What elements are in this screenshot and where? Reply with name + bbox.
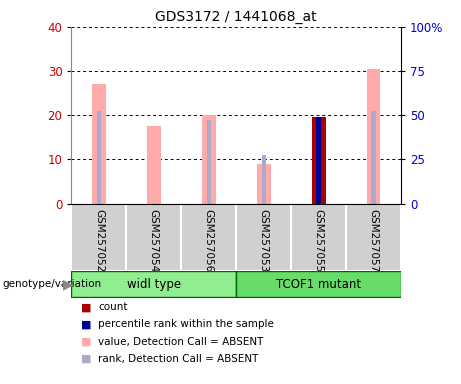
Text: percentile rank within the sample: percentile rank within the sample — [98, 319, 274, 329]
Bar — [312, 118, 325, 204]
Bar — [257, 164, 271, 204]
Text: ■: ■ — [81, 354, 91, 364]
Bar — [261, 155, 266, 204]
Bar — [126, 204, 181, 271]
Text: widl type: widl type — [127, 278, 181, 291]
Bar — [71, 271, 236, 297]
Bar — [236, 204, 291, 271]
Bar — [236, 271, 401, 297]
Bar — [291, 204, 346, 271]
Bar — [367, 69, 380, 204]
Bar — [202, 115, 216, 204]
Text: GSM257054: GSM257054 — [149, 209, 159, 272]
Text: GSM257053: GSM257053 — [259, 209, 269, 272]
Bar — [316, 117, 321, 204]
Text: ■: ■ — [81, 319, 91, 329]
Bar — [207, 120, 211, 204]
Bar — [97, 111, 101, 204]
Bar — [181, 204, 236, 271]
Bar — [71, 204, 126, 271]
Text: GSM257055: GSM257055 — [313, 209, 324, 272]
Text: count: count — [98, 302, 128, 312]
Bar — [92, 84, 106, 204]
Text: ■: ■ — [81, 337, 91, 347]
Text: GSM257052: GSM257052 — [94, 209, 104, 272]
Text: rank, Detection Call = ABSENT: rank, Detection Call = ABSENT — [98, 354, 259, 364]
Text: ▶: ▶ — [63, 277, 74, 291]
Text: GSM257056: GSM257056 — [204, 209, 214, 272]
Bar — [147, 126, 161, 204]
Text: genotype/variation: genotype/variation — [2, 279, 101, 289]
Text: ■: ■ — [81, 302, 91, 312]
Bar — [372, 111, 376, 204]
Text: TCOF1 mutant: TCOF1 mutant — [276, 278, 361, 291]
Text: GSM257057: GSM257057 — [369, 209, 378, 272]
Title: GDS3172 / 1441068_at: GDS3172 / 1441068_at — [155, 10, 317, 25]
Bar — [346, 204, 401, 271]
Text: value, Detection Call = ABSENT: value, Detection Call = ABSENT — [98, 337, 264, 347]
